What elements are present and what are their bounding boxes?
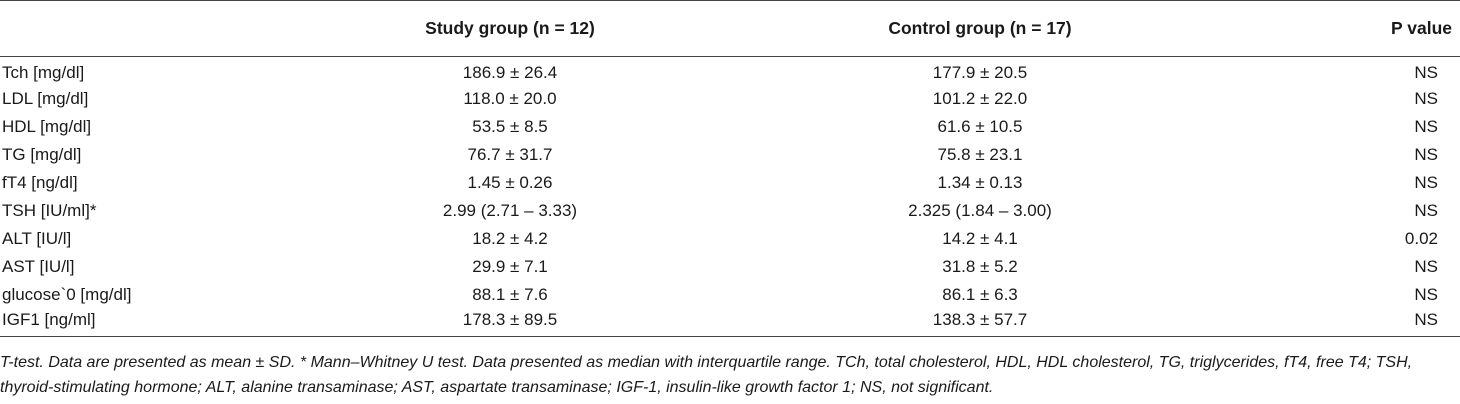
- table-row: ALT [IU/l] 18.2 ± 4.2 14.2 ± 4.1 0.02: [0, 225, 1460, 253]
- cell-study: 18.2 ± 4.2: [472, 228, 548, 248]
- cell-parameter: TG [mg/dl]: [2, 144, 82, 164]
- cell-control: 2.325 (1.84 – 3.00): [908, 200, 1052, 220]
- results-table-container: Study group (n = 12) Control group (n = …: [0, 0, 1460, 337]
- cell-control: 75.8 ± 23.1: [937, 144, 1023, 164]
- header-control-group: Control group (n = 17): [720, 0, 1240, 57]
- cell-study: 88.1 ± 7.6: [472, 284, 548, 304]
- cell-parameter: TSH [IU/ml]*: [2, 200, 97, 220]
- header-row: Study group (n = 12) Control group (n = …: [0, 0, 1460, 57]
- cell-p-value: 0.02: [1404, 228, 1438, 248]
- cell-p-value: NS: [1240, 308, 1460, 337]
- cell-p-value: NS: [1414, 62, 1438, 82]
- cell-control: 138.3 ± 57.7: [720, 308, 1240, 337]
- table-body: Tch [mg/dl] 186.9 ± 26.4 177.9 ± 20.5 NS…: [0, 57, 1460, 337]
- table-row: TG [mg/dl] 76.7 ± 31.7 75.8 ± 23.1 NS: [0, 141, 1460, 169]
- table-row: IGF1 [ng/ml] 178.3 ± 89.5 138.3 ± 57.7 N…: [0, 308, 1460, 337]
- cell-parameter: AST [IU/l]: [2, 256, 75, 276]
- cell-study: 186.9 ± 26.4: [462, 62, 558, 82]
- cell-p-value: NS: [1414, 284, 1438, 304]
- cell-parameter: LDL [mg/dl]: [2, 88, 89, 108]
- cell-control: 14.2 ± 4.1: [942, 228, 1018, 248]
- header-study-group: Study group (n = 12): [300, 0, 720, 57]
- cell-control: 31.8 ± 5.2: [942, 256, 1018, 276]
- cell-parameter: fT4 [ng/dl]: [2, 172, 78, 192]
- cell-parameter: glucose`0 [mg/dl]: [2, 284, 132, 304]
- table-header: Study group (n = 12) Control group (n = …: [0, 0, 1460, 57]
- cell-control: 101.2 ± 22.0: [932, 88, 1028, 108]
- table-row: fT4 [ng/dl] 1.45 ± 0.26 1.34 ± 0.13 NS: [0, 169, 1460, 197]
- cell-p-value: NS: [1414, 200, 1438, 220]
- cell-study: 178.3 ± 89.5: [300, 308, 720, 337]
- cell-study: 118.0 ± 20.0: [463, 88, 557, 108]
- cell-parameter: Tch [mg/dl]: [2, 62, 85, 82]
- cell-study: 1.45 ± 0.26: [467, 172, 553, 192]
- table-row: HDL [mg/dl] 53.5 ± 8.5 61.6 ± 10.5 NS: [0, 113, 1460, 141]
- cell-study: 76.7 ± 31.7: [467, 144, 553, 164]
- table-footnote: T-test. Data are presented as mean ± SD.…: [0, 354, 1413, 396]
- results-table: Study group (n = 12) Control group (n = …: [0, 0, 1460, 337]
- cell-parameter: HDL [mg/dl]: [2, 116, 92, 136]
- cell-p-value: NS: [1414, 116, 1438, 136]
- cell-p-value: NS: [1414, 172, 1438, 192]
- cell-control: 86.1 ± 6.3: [942, 284, 1018, 304]
- cell-p-value: NS: [1414, 144, 1438, 164]
- table-row: glucose`0 [mg/dl] 88.1 ± 7.6 86.1 ± 6.3 …: [0, 281, 1460, 309]
- cell-study: 53.5 ± 8.5: [472, 116, 548, 136]
- cell-study: 29.9 ± 7.1: [472, 256, 548, 276]
- header-p-value: P value: [1240, 0, 1460, 57]
- cell-parameter: IGF1 [ng/ml]: [0, 308, 300, 337]
- table-row: Tch [mg/dl] 186.9 ± 26.4 177.9 ± 20.5 NS: [0, 57, 1460, 85]
- table-row: LDL [mg/dl] 118.0 ± 20.0 101.2 ± 22.0 NS: [0, 85, 1460, 113]
- cell-p-value: NS: [1414, 88, 1438, 108]
- cell-parameter: ALT [IU/l]: [2, 228, 72, 248]
- cell-study: 2.99 (2.71 – 3.33): [442, 200, 578, 220]
- table-row: TSH [IU/ml]* 2.99 (2.71 – 3.33) 2.325 (1…: [0, 197, 1460, 225]
- cell-control: 61.6 ± 10.5: [937, 116, 1023, 136]
- cell-control: 1.34 ± 0.13: [937, 172, 1023, 192]
- table-row: AST [IU/l] 29.9 ± 7.1 31.8 ± 5.2 NS: [0, 253, 1460, 281]
- cell-p-value: NS: [1414, 256, 1438, 276]
- header-parameter: [0, 0, 300, 57]
- cell-control: 177.9 ± 20.5: [932, 62, 1028, 82]
